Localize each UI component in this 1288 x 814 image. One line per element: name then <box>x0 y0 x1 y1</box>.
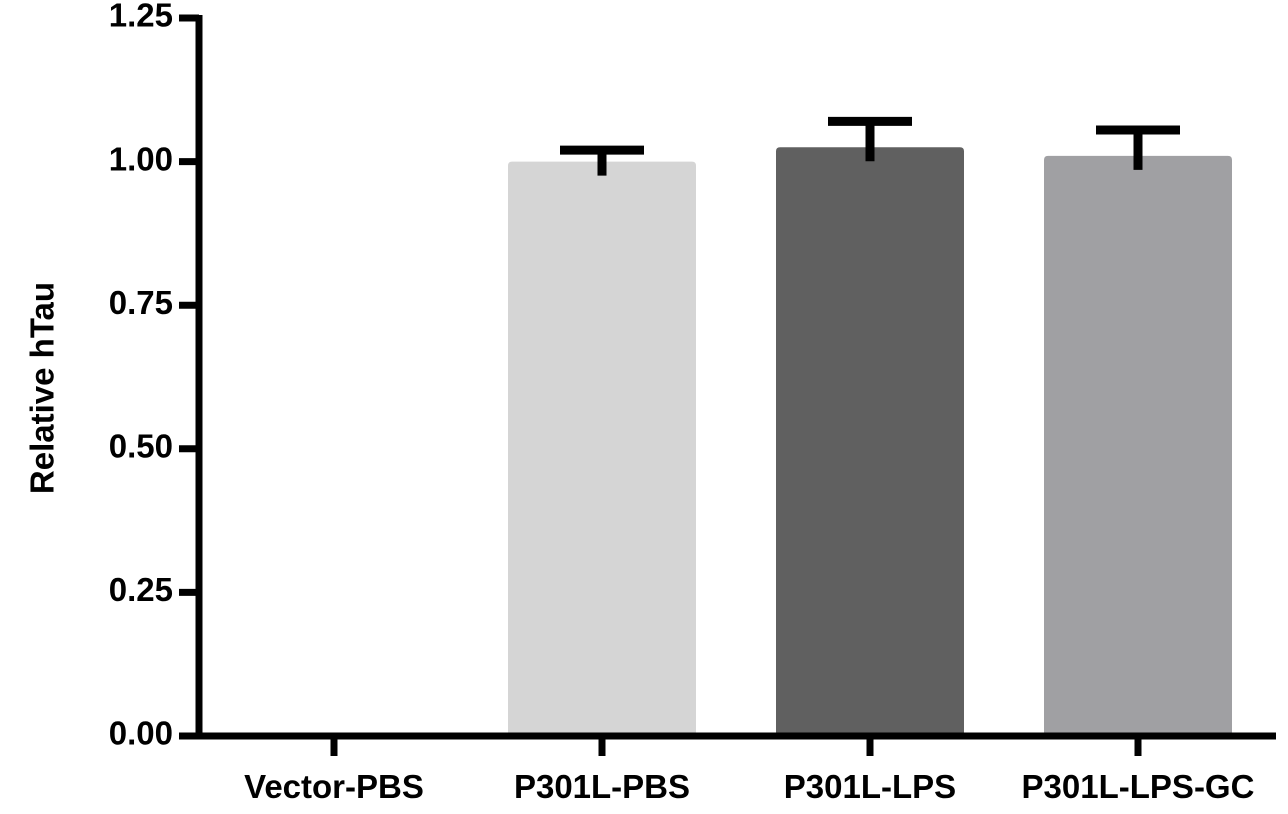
x-tick-label: P301L-PBS <box>514 768 690 805</box>
y-axis-label-group: Relative hTau <box>24 282 61 494</box>
y-tick-label: 1.25 <box>109 0 173 34</box>
y-tick-label: 0.75 <box>109 284 173 321</box>
x-ticks: Vector-PBS P301L-PBS P301L-LPS P301L-LPS-GC <box>244 736 1254 805</box>
x-tick-label: P301L-LPS-GC <box>1022 768 1255 805</box>
bars <box>508 147 1232 737</box>
bar <box>1044 155 1232 736</box>
y-ticks: 0.00 0.25 0.50 0.75 1.00 1.25 <box>109 0 199 752</box>
x-tick-label: P301L-LPS <box>784 768 956 805</box>
bar <box>776 147 964 737</box>
x-tick-label: Vector-PBS <box>244 768 424 805</box>
bar <box>508 161 696 737</box>
error-bars <box>560 116 1180 176</box>
y-axis-label: Relative hTau <box>24 282 61 494</box>
y-tick-label: 0.25 <box>109 571 173 608</box>
y-tick-label: 0.50 <box>109 428 173 465</box>
y-tick-label: 1.00 <box>109 140 173 177</box>
y-tick-label: 0.00 <box>109 715 173 752</box>
